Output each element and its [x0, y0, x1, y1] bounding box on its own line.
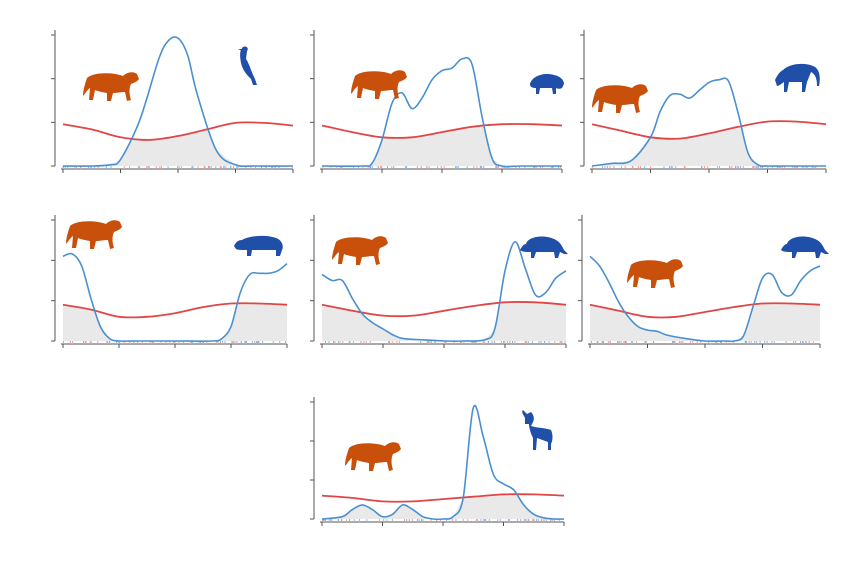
activity-panel	[310, 30, 564, 173]
activity-panel	[51, 215, 288, 348]
deer-icon	[522, 410, 553, 450]
overlap-area	[322, 125, 562, 167]
overlap-area	[590, 303, 820, 342]
activity-panel	[578, 215, 829, 348]
puma-icon	[345, 442, 401, 471]
prey-activity-line	[321, 241, 567, 342]
coati-icon	[775, 63, 820, 92]
armadillo-icon	[520, 236, 568, 258]
predator-activity-line	[321, 493, 565, 503]
prey-activity-line	[321, 404, 565, 521]
activity-panel	[310, 397, 565, 526]
prey-activity-line	[321, 56, 562, 168]
activity-panel	[580, 30, 827, 173]
guan-bird-icon	[238, 46, 257, 85]
predator-activity-line	[321, 123, 563, 139]
overlap-area	[322, 494, 564, 520]
predator-activity-line	[589, 302, 821, 319]
puma-icon	[83, 72, 139, 101]
overlap-area	[63, 128, 293, 166]
paca-icon	[530, 74, 564, 94]
predator-activity-line	[62, 302, 288, 319]
overlap-area	[63, 303, 287, 342]
activity-panel	[51, 30, 294, 173]
puma-icon	[66, 220, 122, 249]
prey-activity-line	[589, 255, 821, 343]
predator-activity-line	[62, 121, 294, 141]
overlap-area	[322, 301, 566, 341]
puma-icon	[592, 84, 648, 113]
puma-icon	[332, 236, 388, 265]
armadillo-icon	[781, 236, 829, 258]
prey-activity-line	[62, 36, 294, 168]
activity-panel	[310, 215, 568, 348]
puma-icon	[627, 259, 683, 288]
puma-icon	[351, 70, 407, 99]
overlap-area	[592, 125, 826, 167]
tapir-icon	[234, 235, 283, 256]
predator-activity-line	[591, 120, 827, 140]
prey-activity-line	[591, 77, 826, 167]
prey-activity-line	[62, 252, 288, 342]
